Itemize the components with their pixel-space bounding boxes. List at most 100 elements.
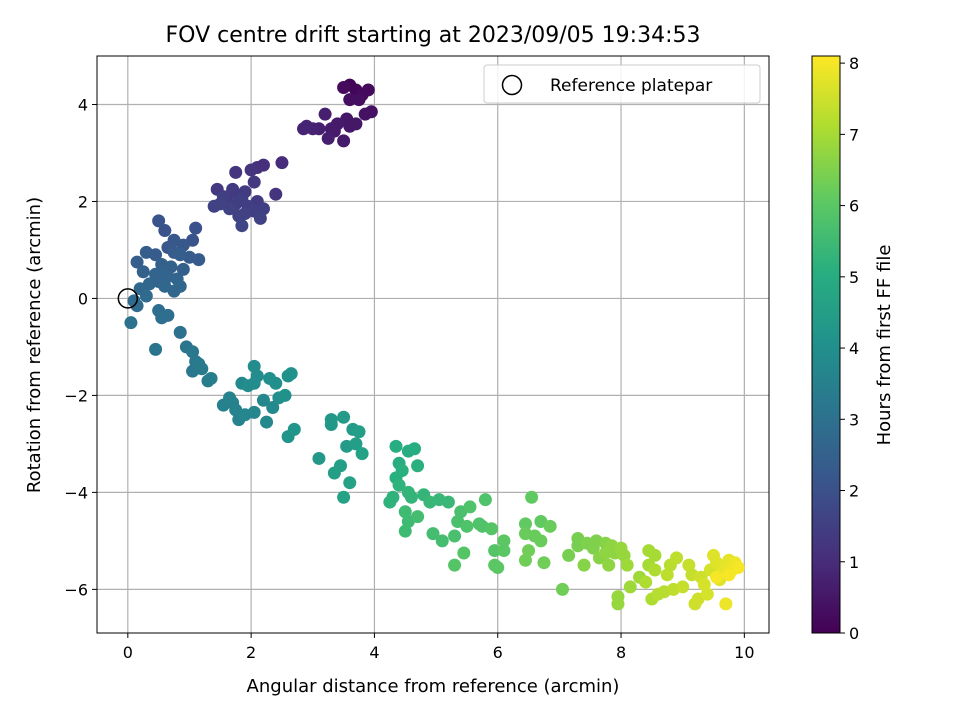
scatter-point xyxy=(173,325,187,339)
scatter-point xyxy=(441,495,455,509)
scatter-point xyxy=(497,534,511,548)
scatter-point xyxy=(226,182,240,196)
colorbar-tick-label: 7 xyxy=(849,125,859,144)
y-tick-label: −4 xyxy=(64,483,88,502)
scatter-point xyxy=(518,517,532,531)
scatter-point xyxy=(463,500,477,514)
colorbar-ticks: 0 1 2 3 4 5 6 7 8 xyxy=(840,54,859,643)
scatter-point xyxy=(247,175,261,189)
scatter-point xyxy=(201,374,215,388)
scatter-point xyxy=(719,597,733,611)
scatter-point xyxy=(278,388,292,402)
scatter-point xyxy=(139,289,153,303)
scatter-point xyxy=(478,493,492,507)
scatter-point xyxy=(586,541,600,555)
scatter-point xyxy=(722,568,736,582)
scatter-point xyxy=(518,553,532,567)
scatter-point xyxy=(623,580,637,594)
scatter-point xyxy=(398,524,412,538)
scatter-point xyxy=(731,561,745,575)
scatter-point xyxy=(161,308,175,322)
scatter-point xyxy=(192,253,206,267)
x-tick-label: 2 xyxy=(246,643,256,662)
colorbar-label: Hours from first FF file xyxy=(874,245,895,446)
scatter-point xyxy=(266,401,280,415)
colorbar: 0 1 2 3 4 5 6 7 8 Hours from first FF file xyxy=(811,54,895,643)
legend-marker-reference xyxy=(501,74,523,96)
scatter-point xyxy=(337,490,351,504)
scatter-point xyxy=(337,410,351,424)
colorbar-gradient xyxy=(811,55,841,634)
scatter-point xyxy=(426,527,440,541)
scatter-point xyxy=(488,544,502,558)
reference-marker xyxy=(117,288,139,309)
scatter-point xyxy=(337,134,351,148)
scatter-point xyxy=(710,570,724,584)
scatter-point xyxy=(136,265,150,279)
scatter-point xyxy=(648,563,662,577)
x-axis-label: Angular distance from reference (arcmin) xyxy=(247,676,620,697)
scatter-point xyxy=(155,267,169,281)
scatter-point xyxy=(485,522,499,536)
scatter-point xyxy=(130,255,144,269)
colorbar-tick-label: 6 xyxy=(849,197,859,216)
colorbar-tick-label: 5 xyxy=(849,268,859,287)
reference-platepar-point xyxy=(117,288,139,309)
y-axis-label: Rotation from reference (arcmin) xyxy=(24,197,45,493)
scatter-point xyxy=(247,405,261,419)
x-axis-ticks: 0 2 4 6 8 10 xyxy=(123,633,755,662)
scatter-point xyxy=(448,529,462,543)
scatter-point xyxy=(269,376,283,390)
scatter-point xyxy=(497,544,511,558)
scatter-point xyxy=(189,221,203,235)
scatter-point xyxy=(195,362,209,376)
scatter-point xyxy=(639,575,653,589)
y-tick-label: 0 xyxy=(78,289,88,308)
chart-title: FOV centre drift starting at 2023/09/05 … xyxy=(166,23,701,48)
scatter-point xyxy=(349,437,363,451)
colorbar-tick-label: 3 xyxy=(849,410,859,429)
scatter-point xyxy=(435,534,449,548)
scatter-point xyxy=(256,393,270,407)
scatter-point xyxy=(352,93,366,107)
scatter-point xyxy=(269,187,283,201)
scatter-point xyxy=(620,558,634,572)
plot-frame xyxy=(96,55,770,634)
scatter-point xyxy=(525,490,539,504)
scatter-point xyxy=(448,558,462,572)
scatter-point xyxy=(152,214,166,228)
scatter-point xyxy=(149,342,163,356)
x-tick-label: 8 xyxy=(616,643,626,662)
scatter-point xyxy=(173,279,187,293)
scatter-point xyxy=(355,447,369,461)
scatter-point xyxy=(352,425,366,439)
scatter-point xyxy=(337,81,351,95)
scatter-point xyxy=(404,490,418,504)
scatter-point xyxy=(173,248,187,262)
scatter-point xyxy=(343,119,357,133)
scatter-point xyxy=(235,219,249,233)
scatter-point xyxy=(660,568,674,582)
scatter-point xyxy=(247,376,261,390)
scatter-point xyxy=(213,197,227,211)
scatter-point xyxy=(297,122,311,136)
scatter-point xyxy=(223,391,237,405)
scatter-point xyxy=(324,418,338,432)
scatter-point xyxy=(244,163,258,177)
legend: Reference platepar xyxy=(483,64,761,104)
colorbar-tick-label: 8 xyxy=(849,54,859,73)
scatter-point xyxy=(327,466,341,480)
scatter-point xyxy=(260,415,274,429)
colorbar-tick-label: 1 xyxy=(849,553,859,572)
scatter-point xyxy=(130,299,144,313)
scatter-point xyxy=(361,83,375,97)
scatter-point xyxy=(235,192,249,206)
scatter-point xyxy=(383,495,397,509)
scatter-point xyxy=(321,131,335,145)
x-tick-label: 4 xyxy=(369,643,379,662)
scatter-point xyxy=(411,510,425,524)
scatter-point xyxy=(562,548,576,562)
scatter-points xyxy=(124,78,745,611)
plot-background xyxy=(97,56,769,633)
